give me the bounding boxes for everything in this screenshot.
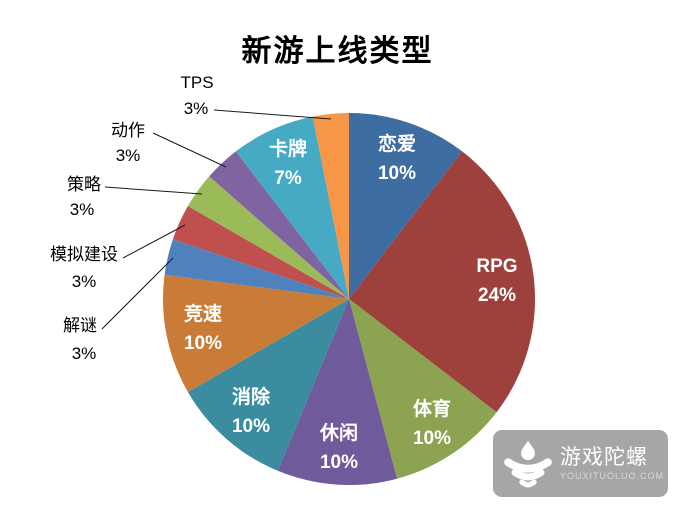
pie-slice-动作 <box>209 151 349 299</box>
slice-percent-label-恋爱: 10% <box>378 163 416 184</box>
pie-slice-TPS <box>312 113 349 299</box>
leader-line-策略 <box>104 186 203 195</box>
slice-percent-label-解谜: 3% <box>72 344 97 363</box>
slice-percent-label-TPS: 3% <box>184 99 209 118</box>
pie-slice-休闲 <box>277 299 398 486</box>
slice-name-label-策略: 策略 <box>67 175 101 194</box>
watermark-texts: 游戏陀螺 YOUXITUOLUO.COM <box>560 446 664 482</box>
slice-percent-label-竞速: 10% <box>184 333 222 354</box>
watermark-badge: 游戏陀螺 YOUXITUOLUO.COM <box>493 430 668 497</box>
slice-percent-label-RPG: 24% <box>478 285 516 306</box>
pie-slice-卡牌 <box>235 116 349 299</box>
slice-labels: 恋爱 10% RPG 24% 体育 10% 休闲 10% 消除 10% 竞速 10% 解谜 3% 模拟建设 3… <box>50 73 518 473</box>
slice-name-label-模拟建设: 模拟建设 <box>50 245 118 264</box>
pie-slice-模拟建设 <box>172 206 349 299</box>
leader-line-模拟建设 <box>122 224 186 259</box>
pie-slice-解谜 <box>164 239 349 299</box>
slice-name-label-RPG: RPG <box>476 256 517 277</box>
slice-percent-label-动作: 3% <box>116 146 141 165</box>
slice-percent-label-模拟建设: 3% <box>72 272 97 291</box>
slice-percent-label-卡牌: 7% <box>274 168 302 189</box>
slice-name-label-体育: 体育 <box>413 397 451 420</box>
slice-name-label-动作: 动作 <box>111 121 145 140</box>
leader-line-动作 <box>152 132 227 168</box>
slice-percent-label-体育: 10% <box>413 428 451 449</box>
slice-percent-label-休闲: 10% <box>320 452 358 473</box>
pie-slice-恋爱 <box>349 113 463 299</box>
leader-lines <box>101 109 332 330</box>
slice-name-label-解谜: 解谜 <box>63 316 97 335</box>
spinning-top-icon <box>504 440 552 487</box>
pie-slice-策略 <box>187 176 349 299</box>
slice-name-label-TPS: TPS <box>180 73 213 92</box>
pie-slice-RPG <box>349 151 536 413</box>
pie-slice-消除 <box>187 299 349 471</box>
slice-percent-label-策略: 3% <box>70 200 95 219</box>
pie-slice-竞速 <box>163 274 349 392</box>
slice-name-label-卡牌: 卡牌 <box>269 137 307 160</box>
slice-name-label-消除: 消除 <box>232 385 271 408</box>
chart-title: 新游上线类型 <box>241 35 434 68</box>
pie-slices <box>163 113 536 486</box>
pie-slice-体育 <box>349 299 497 479</box>
leader-line-解谜 <box>101 257 174 330</box>
slice-percent-label-消除: 10% <box>232 416 270 437</box>
watermark-name: 游戏陀螺 <box>560 445 648 469</box>
watermark-url: YOUXITUOLUO.COM <box>560 470 665 481</box>
slice-name-label-恋爱: 恋爱 <box>378 132 416 155</box>
slice-name-label-竞速: 竞速 <box>184 302 222 325</box>
leader-line-TPS <box>213 109 332 120</box>
slice-name-label-休闲: 休闲 <box>319 421 358 444</box>
